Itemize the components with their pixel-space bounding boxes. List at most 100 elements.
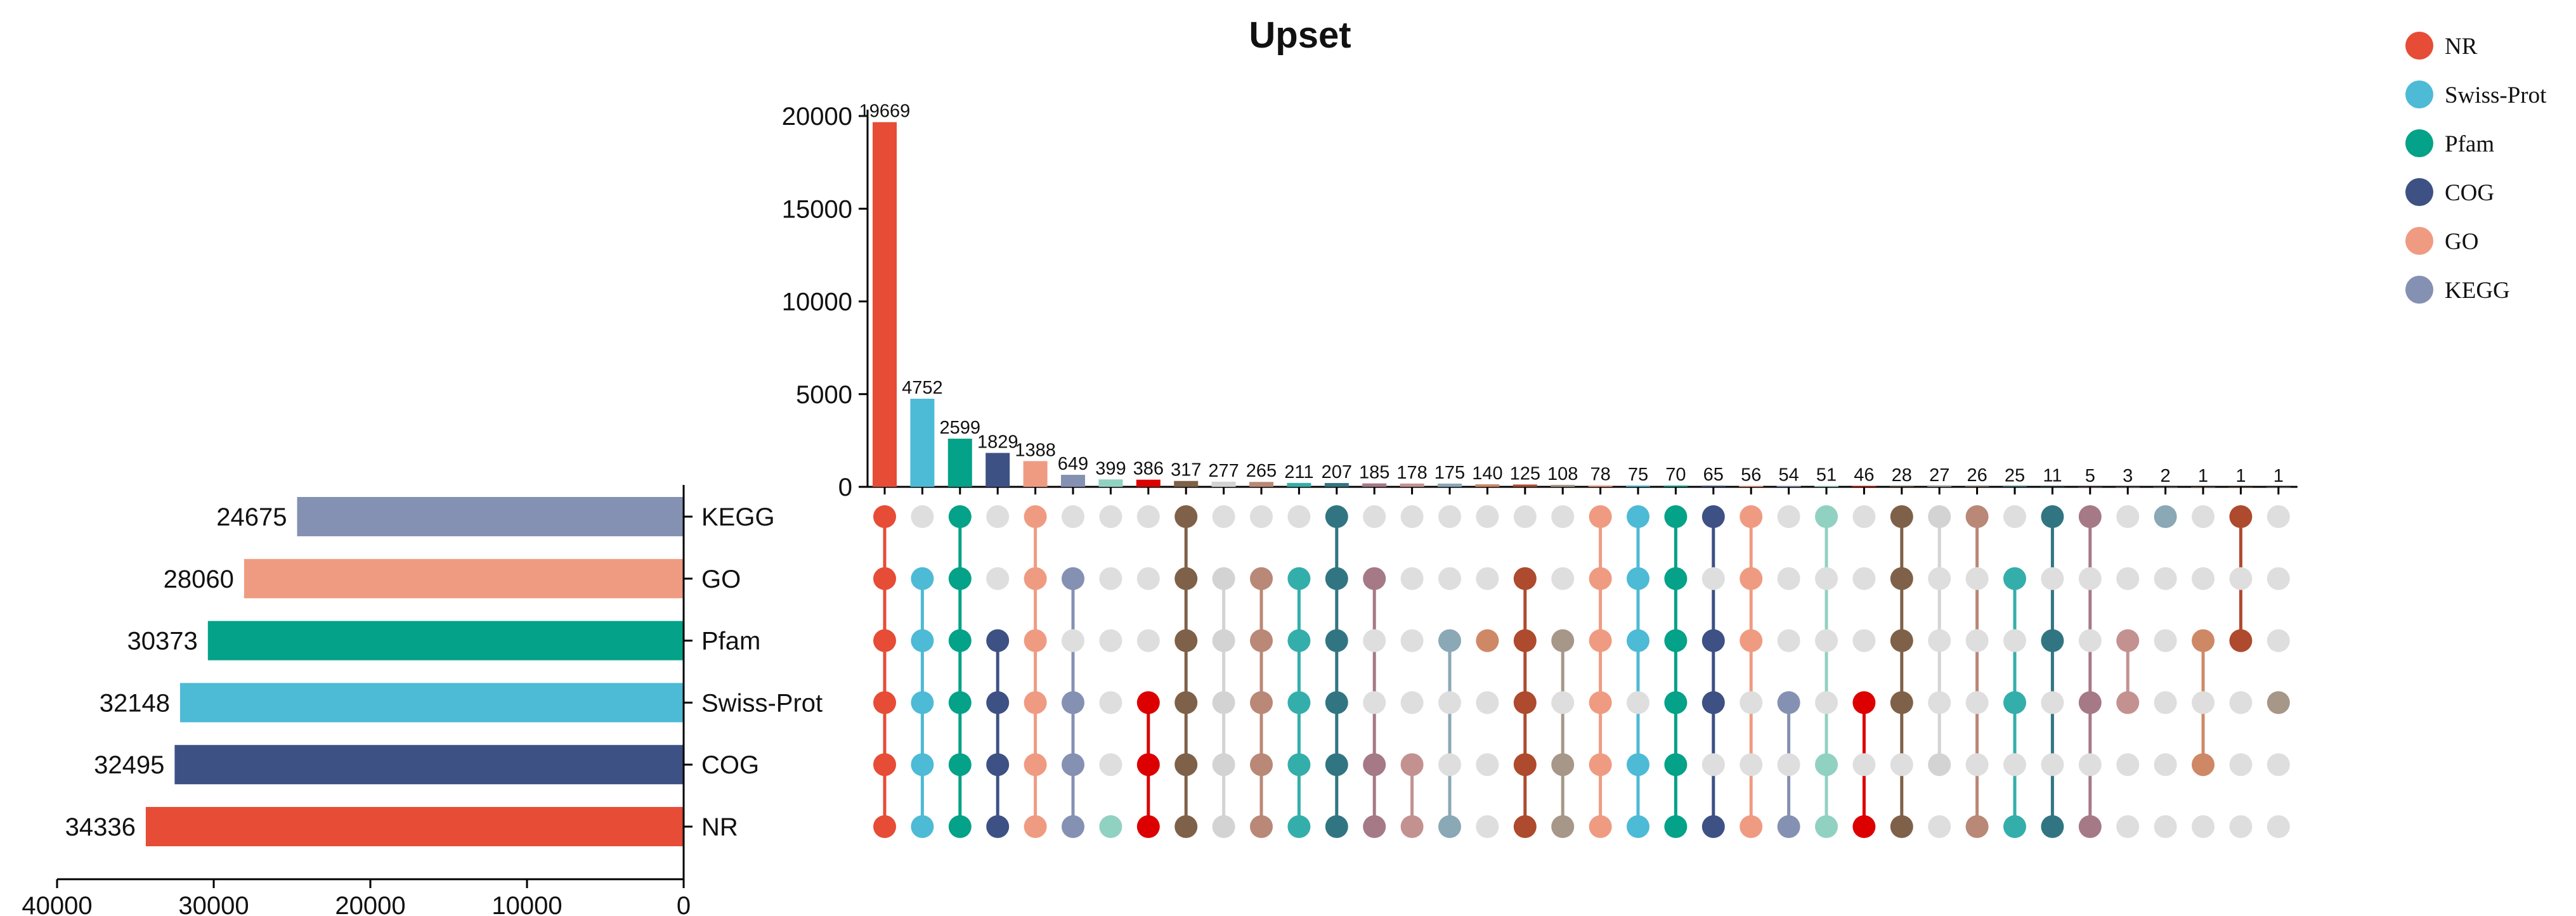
bar-value-label: 3 [2123, 466, 2133, 486]
matrix-dot-inactive [1777, 505, 1800, 528]
legend-swatch [2405, 81, 2433, 108]
intersection-bar [1362, 483, 1387, 487]
matrix-dot-active [1815, 753, 1838, 777]
matrix-dot-active [1965, 815, 1989, 838]
matrix-dot-inactive [2003, 629, 2026, 652]
matrix-dot-active [2192, 629, 2215, 652]
matrix-dot-active [986, 629, 1010, 652]
set-size-bar [174, 745, 684, 785]
matrix-dot-active [1740, 815, 1763, 838]
matrix-dot-active [1627, 815, 1649, 838]
matrix-dot-inactive [2229, 753, 2253, 777]
intersection-bar [1626, 485, 1650, 487]
matrix-dot-active [1174, 629, 1198, 652]
set-name-label: COG [701, 751, 759, 779]
matrix-dot-active [1664, 505, 1688, 528]
matrix-dot-active [1174, 815, 1198, 838]
matrix-dot-inactive [1400, 629, 1424, 652]
matrix-dot-active [948, 567, 972, 590]
matrix-dot-inactive [986, 505, 1010, 528]
matrix-dot-inactive [1400, 691, 1424, 714]
intersection-bar [1438, 483, 1462, 487]
matrix-dot-active [1664, 753, 1688, 777]
intersection-bar [910, 399, 935, 487]
matrix-dot-active [1363, 753, 1386, 777]
matrix-dot-active [1174, 753, 1198, 777]
matrix-dot-active [1589, 753, 1612, 777]
matrix-dot-active [1589, 629, 1612, 652]
matrix-dot-inactive [2154, 691, 2177, 714]
bar-value-label: 207 [1322, 462, 1352, 482]
intersection-bar [1287, 482, 1311, 487]
matrix-dot-active [1890, 629, 1913, 652]
matrix-dot-inactive [2192, 815, 2215, 838]
bar-value-label: 317 [1171, 460, 1201, 481]
matrix-dot-inactive [2041, 691, 2064, 714]
matrix-dot-active [1287, 691, 1311, 714]
legend-label: Swiss-Prot [2445, 82, 2547, 108]
bar-value-label: 27 [1929, 465, 1949, 486]
matrix-dot-inactive [2154, 629, 2177, 652]
matrix-dot-inactive [1852, 753, 1876, 777]
set-size-bars: 24675 KEGG 28060 GO 30373 Pfam 32148 Swiss-Prot… [22, 485, 823, 916]
matrix-dot-active [1250, 567, 1273, 590]
matrix-dot-inactive [1513, 505, 1537, 528]
matrix-dot-active [1627, 629, 1649, 652]
bar-value-label: 211 [1284, 462, 1313, 482]
matrix-dot-inactive [2267, 629, 2290, 652]
matrix-dot-inactive [1476, 691, 1499, 714]
matrix-dot-active [1325, 505, 1348, 528]
matrix-dot-active [2267, 691, 2290, 714]
intersection-bar [1965, 486, 1989, 487]
matrix-dot-active [873, 753, 896, 777]
matrix-dot-active [1627, 753, 1649, 777]
matrix-dot-inactive [1438, 567, 1461, 590]
bar-value-label: 140 [1472, 463, 1502, 484]
set-size-value: 32495 [94, 751, 164, 779]
intersection-bar [1211, 481, 1236, 487]
matrix-dot-inactive [1740, 753, 1763, 777]
matrix-dot-inactive [1136, 505, 1160, 528]
matrix-dot-active [2229, 505, 2253, 528]
matrix-dot-active [1513, 691, 1537, 714]
matrix-dot-active [1701, 505, 1725, 528]
set-name-label: GO [701, 565, 741, 593]
matrix-dot-inactive [2154, 753, 2177, 777]
intersection-bar [1324, 482, 1349, 487]
legend-swatch [2405, 129, 2433, 157]
matrix-dot-active [1024, 567, 1047, 590]
matrix-dot-inactive [2003, 753, 2026, 777]
y-tick-label: 15000 [782, 195, 852, 223]
matrix-dot-inactive [1815, 691, 1838, 714]
matrix-dot-active [1627, 505, 1649, 528]
matrix-dot-inactive [1250, 505, 1273, 528]
matrix-dot-active [1664, 629, 1688, 652]
bar-value-label: 19669 [859, 101, 911, 122]
matrix-dot-active [911, 753, 934, 777]
bar-value-label: 649 [1058, 454, 1088, 474]
set-size-value: 32148 [100, 689, 170, 717]
matrix-dot-active [1212, 753, 1235, 777]
matrix-dot-active [1325, 567, 1348, 590]
matrix-dot-active [1965, 505, 1989, 528]
bar-value-label: 265 [1246, 461, 1277, 481]
matrix-dot-active [1212, 691, 1235, 714]
matrix-dot-active [1513, 629, 1537, 652]
intersection-bar [1249, 482, 1273, 487]
bar-value-label: 1 [2198, 466, 2208, 486]
matrix-dot-active [873, 567, 896, 590]
matrix-dot-inactive [1476, 505, 1499, 528]
bar-value-label: 108 [1547, 464, 1578, 484]
legend-swatch [2405, 178, 2433, 206]
intersection-bar [873, 122, 897, 487]
matrix-dot-active [2078, 691, 2102, 714]
set-size-bar [179, 683, 684, 723]
legend-swatch [2405, 227, 2433, 255]
bar-value-label: 46 [1854, 465, 1874, 486]
matrix-dot-active [1513, 753, 1537, 777]
bar-value-label: 78 [1590, 465, 1610, 485]
matrix-dot-inactive [1928, 815, 1951, 838]
matrix-dot-inactive [1099, 505, 1122, 528]
matrix-dot-inactive [1740, 691, 1763, 714]
